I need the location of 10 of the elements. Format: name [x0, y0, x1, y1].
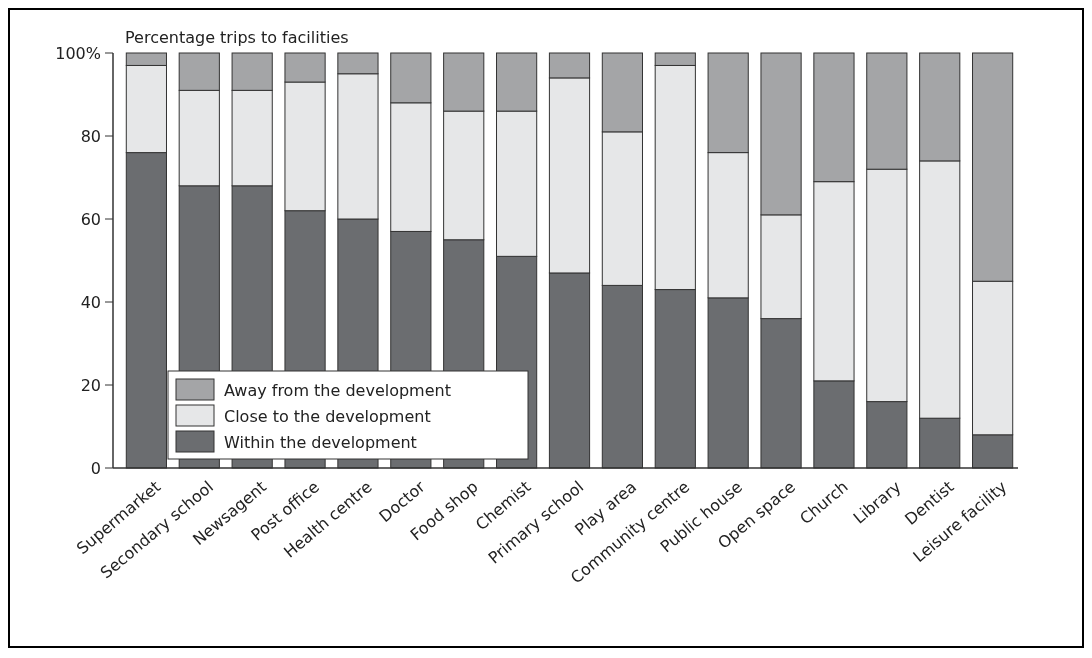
y-tick-label: 0 [90, 458, 101, 478]
chart-title: Percentage trips to facilities [125, 28, 349, 47]
y-tick-label: 60 [80, 209, 101, 229]
y-tick-label: 100% [55, 43, 101, 63]
y-tick-label: 80 [80, 126, 101, 146]
legend-label: Close to the development [224, 406, 431, 426]
y-tick-label: 40 [80, 292, 101, 312]
legend-label: Within the development [224, 432, 417, 452]
y-tick-label: 20 [80, 375, 101, 395]
legend-label: Away from the development [224, 380, 451, 400]
